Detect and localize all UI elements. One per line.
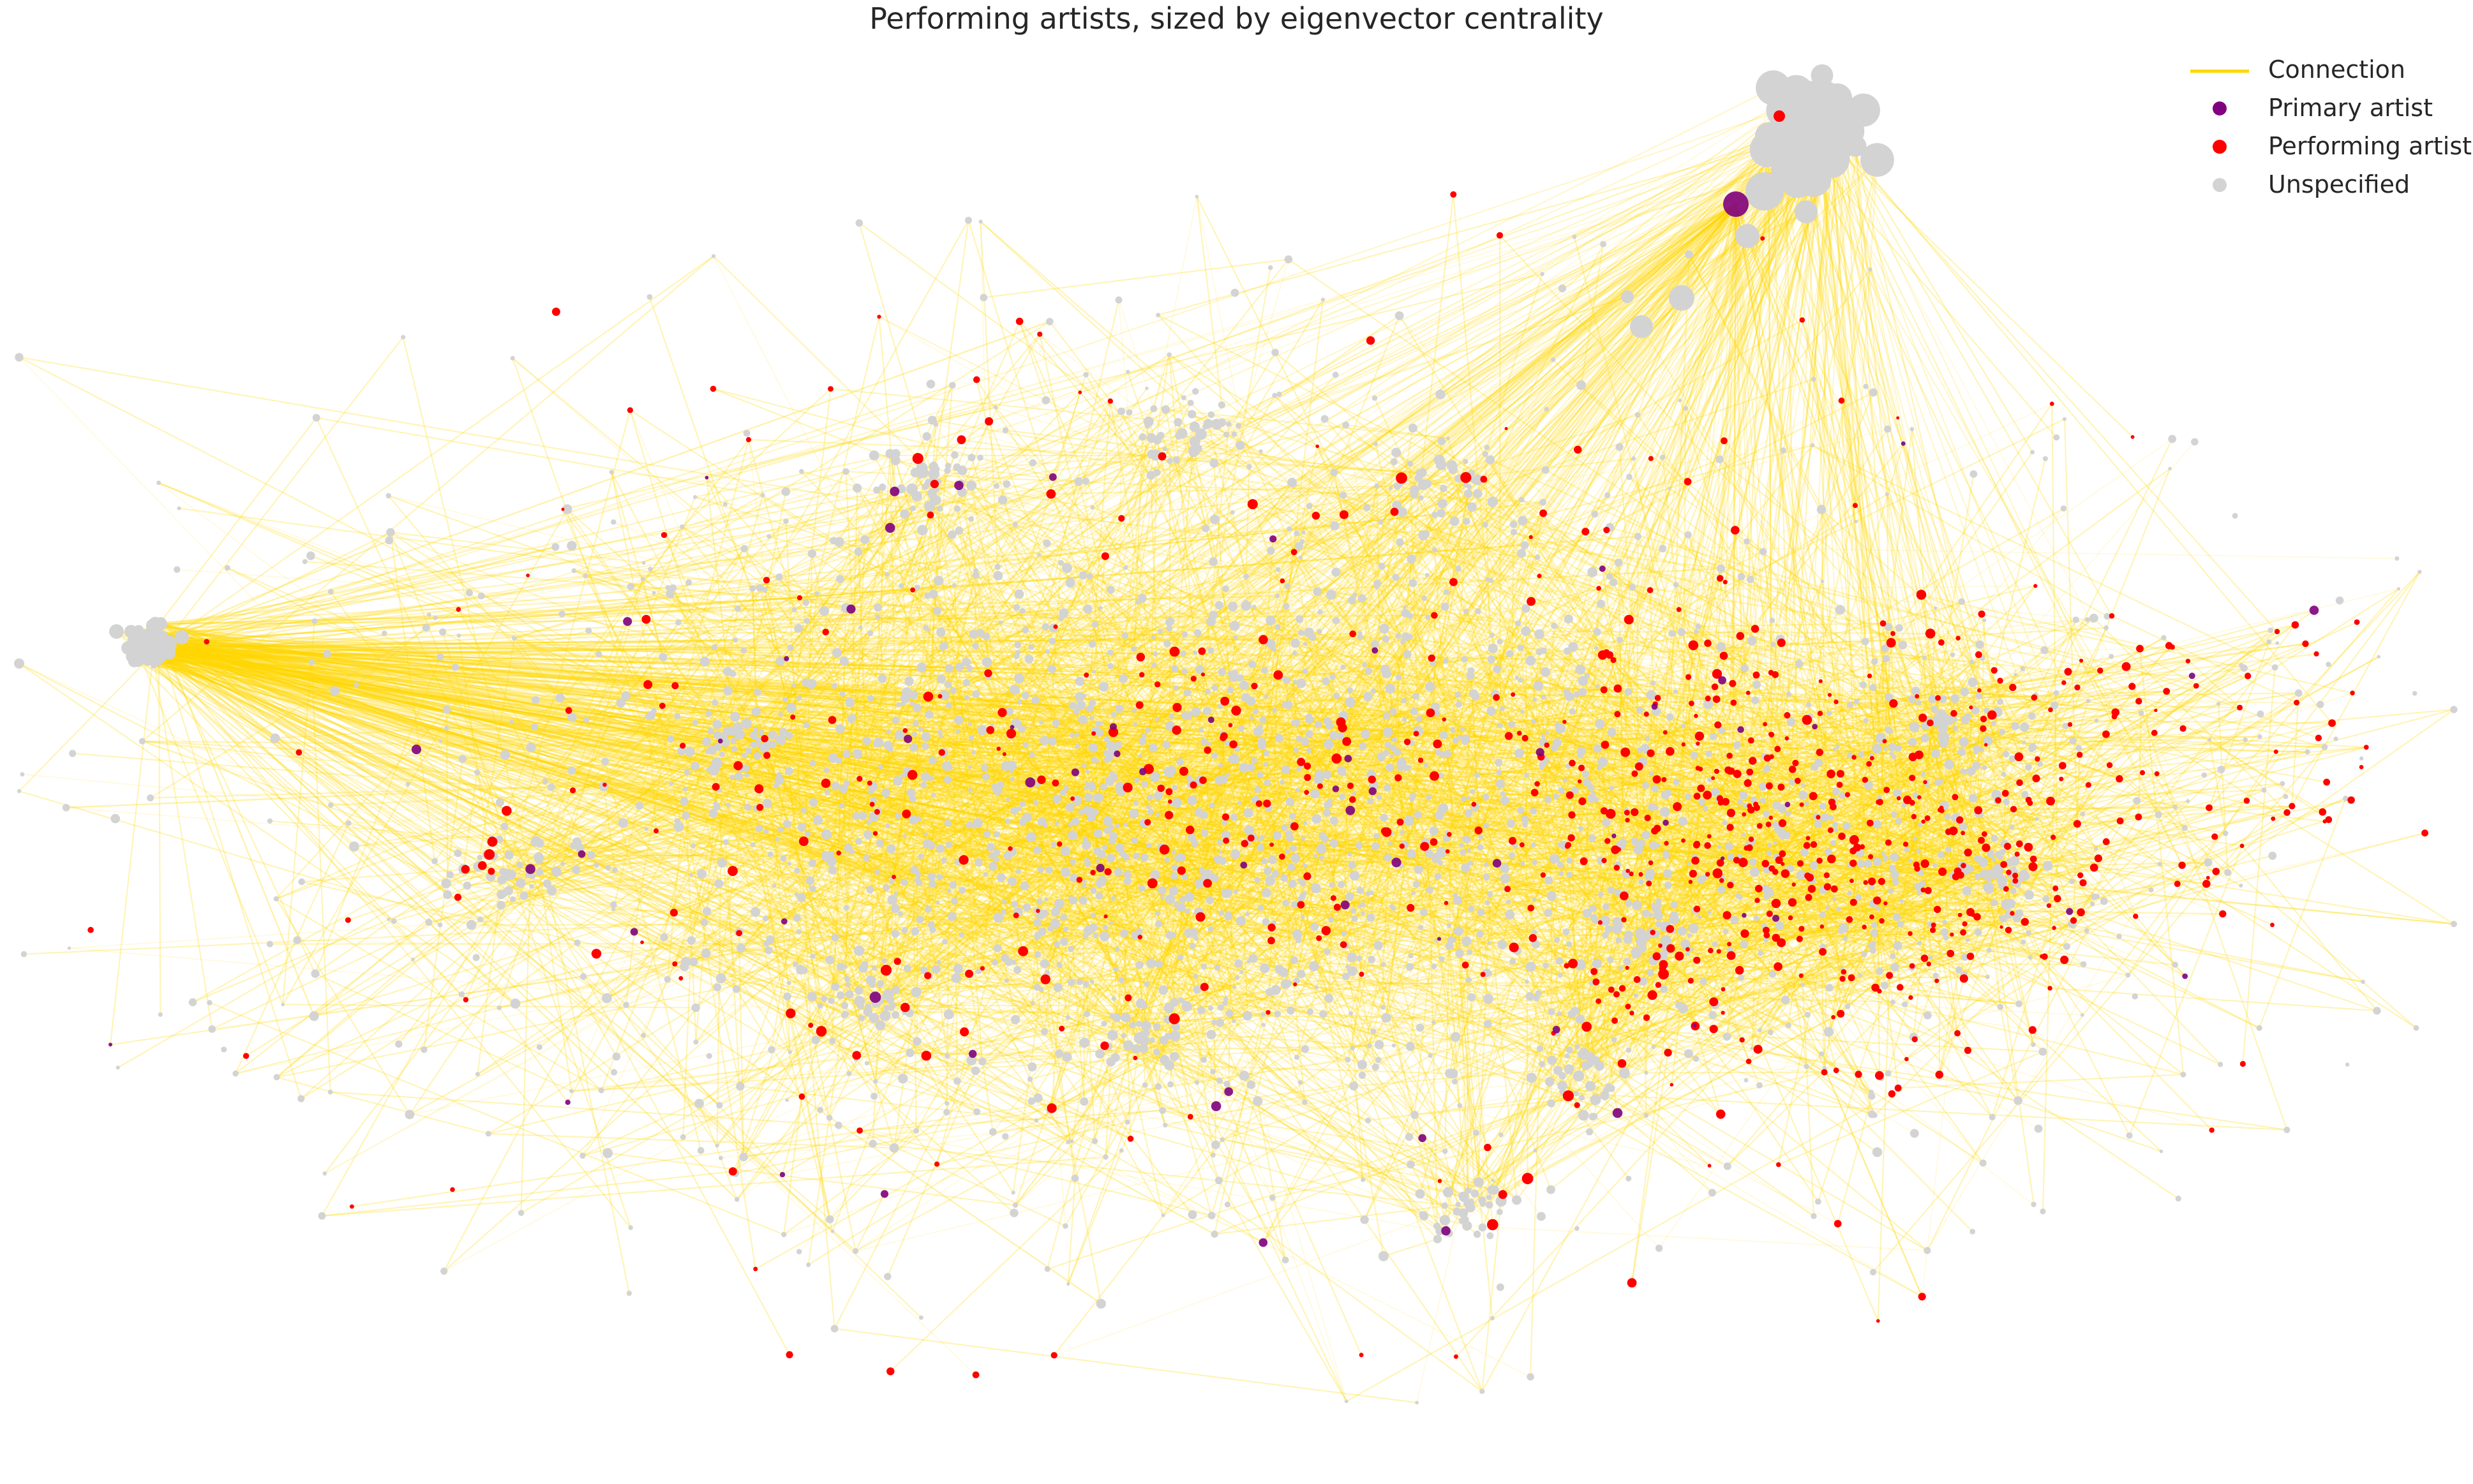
edge-line bbox=[2182, 820, 2329, 866]
edge-line bbox=[1067, 1057, 1457, 1212]
edge-line bbox=[1818, 976, 1890, 1202]
edge-line bbox=[740, 1087, 1036, 1121]
edge-line bbox=[1246, 467, 1250, 577]
edge-line bbox=[644, 495, 763, 563]
edge-line bbox=[322, 1157, 1105, 1216]
edge-line bbox=[2242, 846, 2377, 1011]
edge-line bbox=[1828, 114, 2033, 452]
edges-layer bbox=[19, 75, 2454, 1402]
edge-line bbox=[2297, 572, 2420, 702]
edge-line bbox=[2209, 589, 2399, 808]
edge-line bbox=[19, 791, 472, 925]
edge-line bbox=[2126, 667, 2287, 1130]
edge-line bbox=[860, 1131, 1065, 1226]
edge-line bbox=[235, 923, 429, 1074]
edge-line bbox=[2259, 798, 2345, 1028]
edge-line bbox=[315, 974, 571, 1091]
edge-line bbox=[860, 1131, 1212, 1215]
edge-line bbox=[2218, 589, 2398, 704]
edge-line bbox=[110, 644, 154, 1044]
